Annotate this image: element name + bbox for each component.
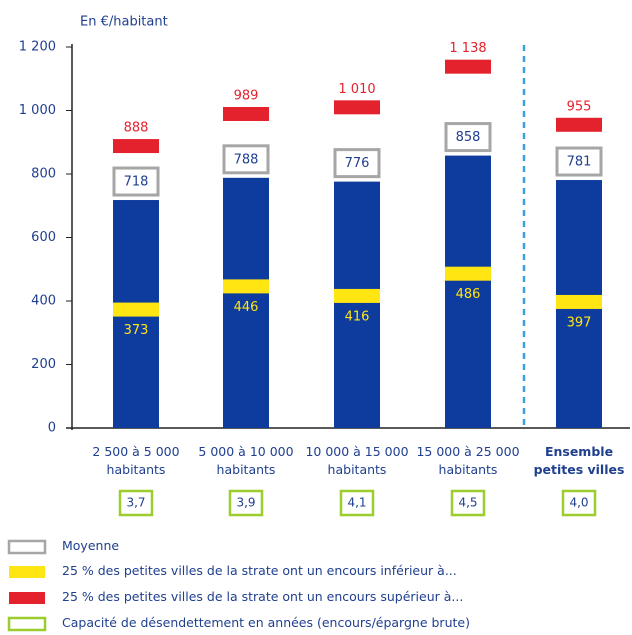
capacity-box xyxy=(450,489,486,517)
capacity-label: 3,9 xyxy=(236,496,255,510)
legend-label: 25 % des petites villes de la strate ont… xyxy=(62,589,464,604)
q3-label: 1 138 xyxy=(449,41,486,56)
capacity-box xyxy=(339,489,375,517)
q1-label: 446 xyxy=(234,300,259,315)
q1-marker xyxy=(223,279,269,294)
legend-swatch xyxy=(7,539,47,555)
legend-label: 25 % des petites villes de la strate ont… xyxy=(62,563,457,578)
y-tick-label: 400 xyxy=(31,294,56,309)
legend-label: Capacité de désendettement en années (en… xyxy=(62,615,470,630)
mean-box xyxy=(333,148,381,179)
y-tick-label: 1 000 xyxy=(19,103,56,118)
bar xyxy=(223,177,269,428)
capacity-box xyxy=(118,489,154,517)
legend-swatch xyxy=(9,592,45,604)
q1-label: 373 xyxy=(124,323,149,338)
q3-marker xyxy=(223,106,269,121)
capacity-label: 4,5 xyxy=(458,496,477,510)
q3-marker xyxy=(445,59,491,74)
q1-label: 416 xyxy=(345,309,370,324)
x-tick-label: Ensemble petites villes xyxy=(533,444,625,477)
mean-label: 718 xyxy=(124,175,149,190)
x-tick-label: 5 000 à 10 000 habitants xyxy=(198,444,294,477)
q1-marker xyxy=(556,294,602,309)
q3-marker xyxy=(556,117,602,132)
q3-marker xyxy=(334,100,380,115)
q3-label: 989 xyxy=(234,88,259,103)
q1-marker xyxy=(445,266,491,281)
legend-label: Moyenne xyxy=(62,538,120,553)
capacity-box xyxy=(561,489,597,517)
legend-swatch xyxy=(7,616,47,632)
q1-marker xyxy=(334,288,380,303)
q3-marker xyxy=(113,139,159,154)
mean-box xyxy=(444,122,492,153)
mean-label: 788 xyxy=(234,152,259,167)
q3-label: 888 xyxy=(124,121,149,136)
bar xyxy=(445,155,491,428)
mean-label: 858 xyxy=(456,130,481,145)
x-tick-label: 10 000 à 15 000 habitants xyxy=(305,444,409,477)
mean-box xyxy=(112,166,160,197)
y-axis-label: En €/habitant xyxy=(80,15,168,30)
mean-label: 781 xyxy=(567,155,592,170)
q1-marker xyxy=(113,302,159,317)
q1-label: 486 xyxy=(456,287,481,302)
bar xyxy=(334,181,380,428)
y-tick-label: 800 xyxy=(31,167,56,182)
x-tick-label: 2 500 à 5 000 habitants xyxy=(92,444,180,477)
mean-label: 776 xyxy=(345,156,370,171)
capacity-label: 4,0 xyxy=(569,496,588,510)
mean-box xyxy=(222,144,270,175)
y-tick-label: 200 xyxy=(31,357,56,372)
capacity-box xyxy=(228,489,264,517)
q3-label: 1 010 xyxy=(338,82,375,97)
mean-box xyxy=(555,146,603,177)
legend-swatch xyxy=(9,566,45,578)
capacity-label: 4,1 xyxy=(347,496,366,510)
x-tick-label: 15 000 à 25 000 habitants xyxy=(416,444,520,477)
q1-label: 397 xyxy=(567,315,592,330)
y-tick-label: 1 200 xyxy=(19,40,56,55)
y-tick-label: 0 xyxy=(48,421,56,436)
capacity-label: 3,7 xyxy=(126,496,145,510)
y-tick-label: 600 xyxy=(31,230,56,245)
q3-label: 955 xyxy=(567,99,592,114)
